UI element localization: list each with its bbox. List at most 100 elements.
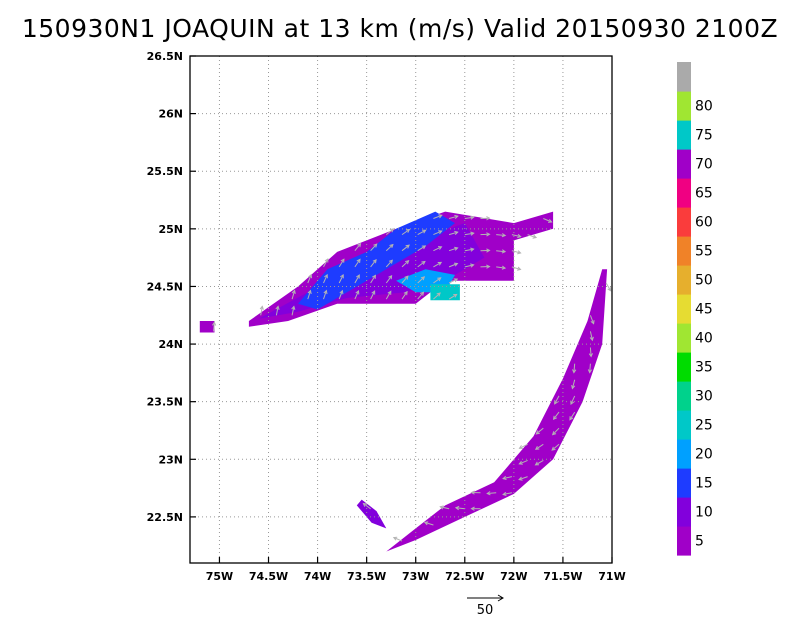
wind-vector-16	[354, 243, 361, 252]
wind-vector-22	[385, 291, 392, 300]
wind-vector-head-4	[291, 289, 296, 295]
colorbar-label-7: 40	[695, 331, 713, 347]
wind-vector-head-68	[502, 475, 507, 480]
wind-region-5	[386, 269, 608, 552]
colorbar-label-12: 65	[695, 186, 713, 202]
wind-vector-92	[605, 282, 612, 291]
plot-frame	[189, 55, 613, 564]
wind-vector-73	[519, 459, 528, 465]
wind-vector-head-58	[470, 490, 475, 495]
wind-vector-head-26	[389, 228, 395, 233]
wind-vector-25	[385, 244, 394, 252]
colorbar-swatch-1	[677, 497, 691, 527]
colorbar: 5 10 15 20 25 30 35 40 45 50 55 60 65 70 75 80	[677, 62, 713, 556]
wind-vector-head-5	[307, 289, 312, 295]
colorbar-label-3: 20	[695, 447, 713, 463]
wind-vector-head-61	[486, 232, 491, 237]
wind-vector-32	[401, 229, 410, 236]
wind-vector-82	[553, 411, 560, 420]
wind-vector-head-70	[517, 250, 522, 255]
wind-vector-head-62	[486, 216, 491, 221]
wind-vector-54	[464, 248, 474, 252]
wind-vector-8	[323, 274, 328, 284]
x-tick-label-0: 75W	[206, 570, 233, 583]
colorbar-swatch-9	[677, 265, 691, 295]
wind-vector-40	[433, 277, 441, 284]
wind-vectors	[211, 214, 612, 542]
wind-vector-48	[448, 263, 458, 268]
wind-vector-86	[571, 379, 576, 389]
wind-vector-56	[464, 216, 474, 219]
wind-vector-head-21	[373, 243, 378, 248]
wind-vector-4	[291, 290, 296, 300]
y-tick-label-3: 24N	[158, 338, 183, 351]
wind-vector-14	[354, 274, 360, 284]
x-tick-label-7: 71.5W	[543, 570, 582, 583]
colorbar-label-15: 80	[695, 99, 713, 115]
wind-vector-35	[417, 261, 426, 268]
wind-vector-head-65	[501, 249, 507, 254]
wind-vector-head-44	[438, 214, 443, 219]
wind-vector-head-87	[572, 369, 577, 374]
wind-vector-head-54	[470, 247, 475, 252]
wind-vector-head-39	[436, 292, 441, 297]
wind-vector-55	[464, 232, 474, 236]
wind-vector-head-36	[421, 245, 427, 250]
wind-vector-53	[464, 264, 474, 268]
wind-vector-head-45	[439, 505, 444, 510]
wind-vector-70	[511, 250, 521, 254]
colorbar-label-6: 35	[695, 360, 713, 376]
colorbar-label-5: 30	[695, 389, 713, 405]
wind-vector-75	[527, 234, 537, 239]
wind-vector-15	[354, 259, 361, 268]
wind-vector-head-35	[421, 260, 426, 265]
wind-vector-head-37	[422, 229, 427, 234]
wind-vector-head-1	[259, 305, 264, 310]
colorbar-swatch-10	[677, 236, 691, 266]
wind-vector-head-90	[589, 336, 594, 342]
colorbar-label-2: 15	[695, 476, 713, 492]
wind-vector-9	[323, 258, 329, 268]
wind-vector-17	[363, 503, 371, 510]
wind-vector-head-19	[372, 274, 376, 279]
x-tick-label-4: 73W	[402, 570, 429, 583]
wind-vector-34	[417, 276, 425, 284]
wind-vector-72	[518, 476, 528, 481]
wind-vector-head-89	[588, 353, 593, 358]
wind-vector-head-12	[340, 258, 345, 263]
wind-vector-67	[502, 492, 513, 495]
y-tick-label-4: 24.5N	[147, 280, 183, 293]
wind-vector-36	[417, 245, 426, 252]
wind-vector-81	[552, 427, 560, 435]
wind-vector-head-47	[453, 278, 459, 283]
y-tick-label-6: 25.5N	[147, 165, 183, 178]
wind-vector-91	[589, 315, 595, 324]
wind-vector-11	[338, 274, 344, 284]
colorbar-swatch-3	[677, 439, 691, 469]
colorbar-label-4: 25	[695, 418, 713, 434]
wind-vector-42	[433, 246, 442, 252]
wind-vector-87	[573, 363, 576, 373]
wind-vector-head-55	[470, 231, 475, 236]
wind-vector-41	[433, 261, 442, 268]
wind-vector-head-73	[518, 460, 523, 465]
wind-vector-38	[424, 521, 434, 526]
colorbar-swatch-0	[677, 526, 691, 556]
wind-vector-head-91	[590, 320, 595, 325]
colorbar-swatch-16	[677, 62, 691, 92]
wind-vector-64	[496, 266, 506, 269]
chart-title: 150930N1 JOAQUIN at 13 km (m/s) Valid 20…	[21, 14, 779, 43]
wind-vector-head-78	[535, 430, 540, 435]
colorbar-label-10: 55	[695, 244, 713, 260]
colorbar-label-8: 45	[695, 302, 713, 318]
wind-vector-head-16	[357, 242, 362, 248]
wind-vector-head-34	[420, 276, 426, 281]
y-tick-label-7: 26N	[158, 108, 183, 121]
wind-vector-71	[511, 234, 521, 238]
x-tick-label-2: 74W	[304, 570, 331, 583]
colorbar-swatch-15	[677, 91, 691, 121]
wind-vector-76	[535, 459, 544, 466]
y-tick-label-0: 22.5N	[147, 511, 183, 524]
wind-vector-84	[569, 411, 576, 420]
